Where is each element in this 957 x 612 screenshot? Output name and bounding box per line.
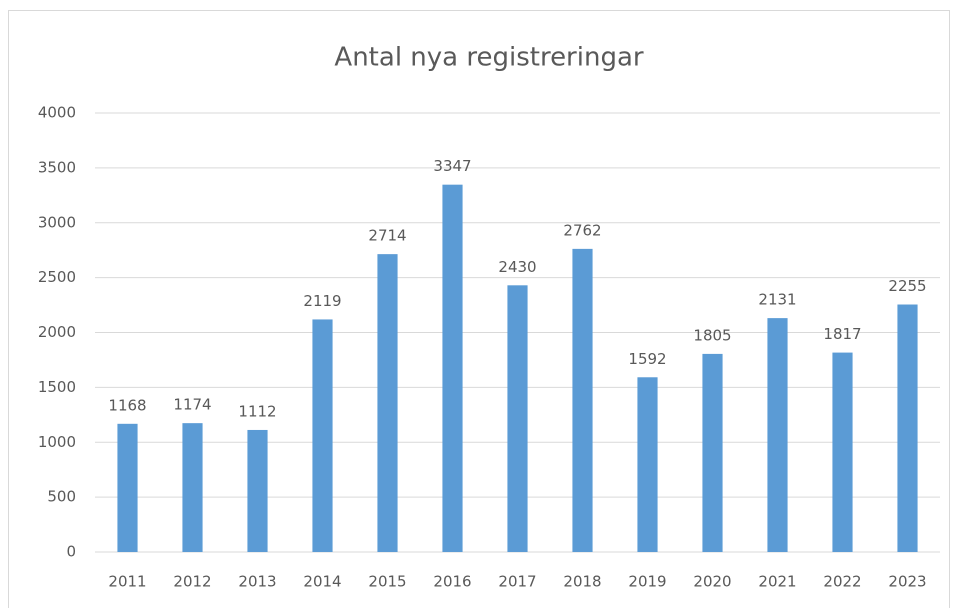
chart-title: Antal nya registreringar bbox=[334, 43, 643, 73]
y-tick-label: 2000 bbox=[38, 323, 76, 341]
bar bbox=[182, 423, 203, 552]
data-label: 2255 bbox=[888, 277, 926, 295]
data-label: 1168 bbox=[108, 396, 146, 414]
x-tick-label: 2014 bbox=[303, 573, 341, 591]
x-tick-label: 2016 bbox=[433, 573, 471, 591]
bar bbox=[767, 318, 788, 552]
data-label: 2131 bbox=[758, 291, 796, 309]
y-tick-label: 0 bbox=[66, 543, 76, 561]
data-label: 2714 bbox=[368, 227, 406, 245]
x-tick-label: 2019 bbox=[628, 573, 666, 591]
y-tick-label: 1000 bbox=[38, 433, 76, 451]
x-tick-label: 2013 bbox=[238, 573, 276, 591]
x-tick-label: 2018 bbox=[563, 573, 601, 591]
data-label: 1112 bbox=[238, 402, 276, 420]
data-label: 3347 bbox=[433, 157, 471, 175]
x-tick-label: 2022 bbox=[823, 573, 861, 591]
y-tick-label: 3000 bbox=[38, 213, 76, 231]
y-tick-label: 4000 bbox=[38, 104, 76, 122]
y-tick-label: 500 bbox=[47, 488, 76, 506]
bar bbox=[312, 319, 333, 552]
bar bbox=[572, 248, 593, 553]
y-tick-label: 3500 bbox=[38, 158, 76, 176]
x-tick-label: 2015 bbox=[368, 573, 406, 591]
data-label: 1817 bbox=[823, 325, 861, 343]
bar bbox=[247, 429, 268, 552]
x-tick-label: 2017 bbox=[498, 573, 536, 591]
bar bbox=[832, 352, 853, 552]
x-tick-label: 2012 bbox=[173, 573, 211, 591]
bar bbox=[702, 353, 723, 552]
data-label: 1805 bbox=[693, 326, 731, 344]
x-tick-label: 2011 bbox=[108, 573, 146, 591]
y-tick-label: 1500 bbox=[38, 378, 76, 396]
data-label: 1592 bbox=[628, 350, 666, 368]
bar bbox=[442, 184, 463, 552]
x-tick-label: 2023 bbox=[888, 573, 926, 591]
bar bbox=[637, 377, 658, 552]
y-tick-label: 2500 bbox=[38, 268, 76, 286]
bar bbox=[507, 285, 528, 552]
bar bbox=[377, 254, 398, 553]
data-label: 2430 bbox=[498, 258, 536, 276]
bar bbox=[897, 304, 918, 552]
data-label: 2762 bbox=[563, 221, 601, 239]
x-tick-label: 2021 bbox=[758, 573, 796, 591]
x-tick-label: 2020 bbox=[693, 573, 731, 591]
chart-border bbox=[8, 10, 950, 612]
bar bbox=[117, 423, 138, 552]
data-label: 1174 bbox=[173, 396, 211, 414]
data-label: 2119 bbox=[303, 292, 341, 310]
